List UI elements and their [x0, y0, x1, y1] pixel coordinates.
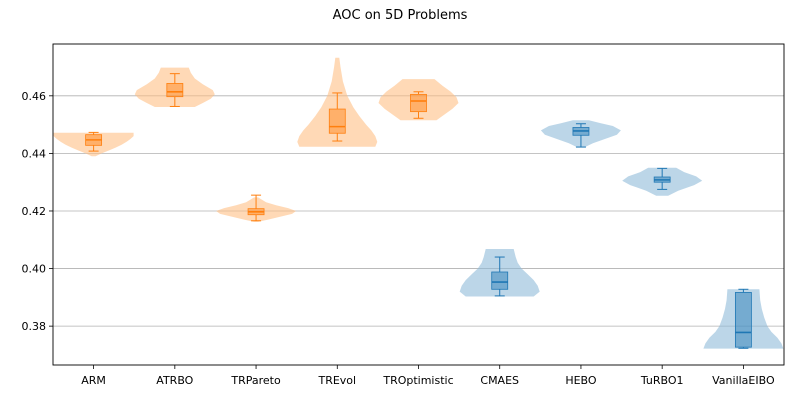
x-tick-label: TREvol [317, 374, 356, 387]
violin-body [622, 167, 703, 196]
y-tick-label: 0.40 [22, 263, 47, 276]
boxplot [85, 131, 103, 152]
violin-body [378, 79, 459, 121]
violin-body [216, 197, 297, 222]
boxplots [85, 73, 752, 349]
x-tick-label: TuRBO1 [640, 374, 684, 387]
x-tick-label: VanillaEIBO [712, 374, 775, 387]
x-tick-label: TROptimistic [382, 374, 453, 387]
y-tick-label: 0.44 [22, 147, 47, 160]
iqr-box [410, 93, 427, 113]
boxplot [734, 288, 752, 349]
y-tick-label: 0.46 [22, 90, 47, 103]
x-tick-label: HEBO [565, 374, 597, 387]
x-tick-label: ATRBO [156, 374, 193, 387]
x-tick-label: TRPareto [230, 374, 281, 387]
y-tick-label: 0.42 [22, 205, 47, 218]
chart-title: AOC on 5D Problems [333, 8, 468, 23]
boxplot [247, 194, 265, 222]
iqr-box [734, 292, 752, 348]
violin-body [53, 132, 134, 157]
boxplot [166, 73, 184, 107]
violin-body [459, 249, 540, 297]
x-axis: ARM ATRBO TRPareto TREvol TROptimistic CMAES H… [81, 365, 775, 387]
boxplot [328, 92, 346, 142]
violin-body [134, 67, 215, 107]
violin-body [703, 289, 784, 349]
x-tick-label: ARM [81, 374, 106, 387]
boxplot [491, 256, 509, 297]
violins [53, 57, 784, 349]
iqr-box [328, 108, 346, 134]
violin-body [540, 120, 621, 148]
y-tick-label: 0.38 [22, 320, 47, 333]
iqr-box [166, 83, 184, 98]
y-gridlines [53, 95, 784, 327]
y-axis: 0.38 0.40 0.42 0.44 0.46 [22, 90, 53, 333]
x-tick-label: CMAES [480, 374, 519, 387]
boxplot [410, 91, 427, 119]
boxplot [653, 167, 671, 190]
iqr-box [491, 271, 509, 290]
boxplot [572, 123, 590, 148]
